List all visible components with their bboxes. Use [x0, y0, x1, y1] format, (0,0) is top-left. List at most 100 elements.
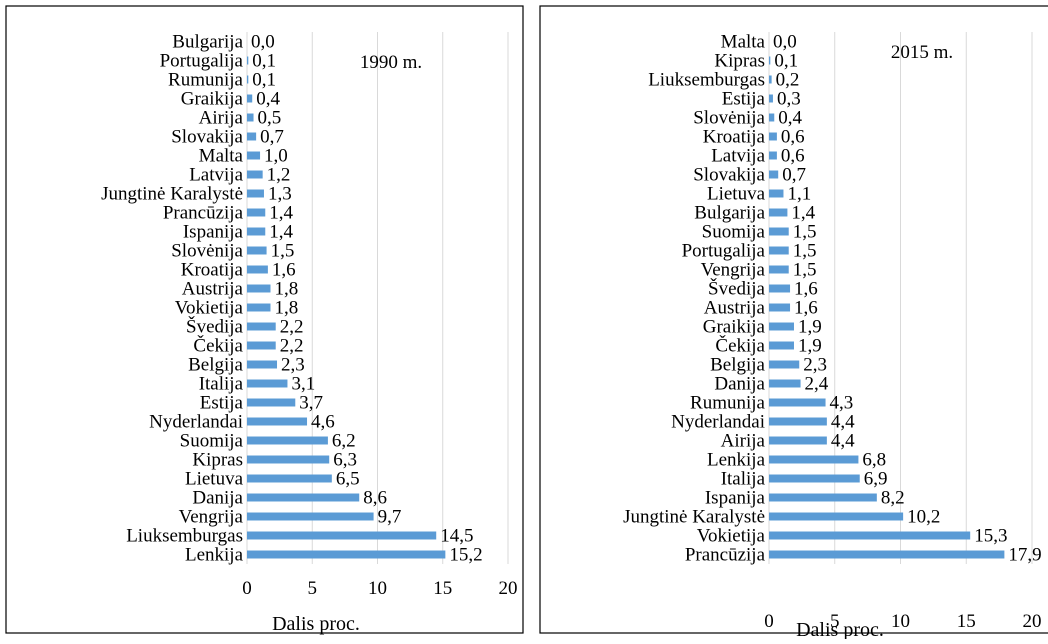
panel-2-value-label: 1,4	[791, 203, 815, 224]
panel-1-value-label: 15,2	[449, 545, 482, 566]
panel-1-value-label: 2,2	[280, 317, 304, 338]
panel-1-category-label: Kipras	[192, 450, 243, 471]
panel-1-category-label: Nyderlandai	[149, 412, 243, 433]
panel-1-bar	[247, 455, 330, 464]
panel-2-category-label: Estija	[722, 89, 766, 110]
panel-2-value-label: 17,9	[1008, 545, 1041, 566]
panel-1-category-label: Čekija	[193, 335, 243, 357]
panel-2-value-label: 8,2	[881, 488, 905, 509]
panel-2-category-label: Graikija	[703, 317, 766, 338]
panel-1-value-label: 0,1	[252, 70, 276, 91]
panel-1-value-label: 1,2	[267, 165, 291, 186]
panel-1-bar	[247, 75, 249, 84]
panel-2-value-label: 2,4	[805, 374, 829, 395]
panel-2-bar	[769, 75, 772, 84]
panel-2-bar	[769, 132, 777, 141]
panel-2-bar	[769, 227, 789, 236]
panel-2-value-label: 1,9	[798, 336, 822, 357]
panel-2-category-label: Kroatija	[703, 127, 766, 148]
panel-2-value-label: 1,6	[794, 279, 818, 300]
panel-2-bar	[769, 550, 1005, 559]
panel-1-bar	[247, 322, 276, 331]
panel-2-bar	[769, 56, 771, 65]
panel-2-bar	[769, 113, 775, 122]
panel-1-category-label: Bulgarija	[172, 32, 243, 53]
panel-2-x-tick-label: 0	[764, 611, 774, 632]
panel-2-value-label: 0,2	[776, 70, 800, 91]
panel-1-bar	[247, 246, 267, 255]
panel-2-x-tick-label: 15	[957, 611, 976, 632]
panel-2-bar	[769, 284, 791, 293]
panel-2-bar	[769, 436, 827, 445]
panel-1-bar	[247, 360, 278, 369]
panel-2-value-label: 0,1	[774, 51, 798, 72]
panel-1-value-label: 0,7	[260, 127, 284, 148]
panel-1-bar	[247, 303, 271, 312]
panel-1-bar	[247, 132, 257, 141]
panel-1-bar	[247, 512, 374, 521]
panel-1-category-label: Estija	[200, 393, 244, 414]
panel-1-value-label: 0,4	[256, 89, 280, 110]
panel-1-x-tick-label: 5	[308, 578, 318, 599]
panel-2-value-label: 0,6	[781, 127, 805, 148]
panel-2-bar	[769, 379, 801, 388]
panel-2-category-label: Portugalija	[682, 241, 766, 262]
panel-2-category-label: Latvija	[711, 146, 765, 167]
panel-1-x-tick-label: 20	[499, 578, 518, 599]
panel-2-x-axis-label: Dalis proc.	[796, 619, 884, 639]
panel-1-bar	[247, 94, 253, 103]
panel-1-value-label: 1,8	[274, 279, 298, 300]
panel-2-bar	[769, 341, 794, 350]
panel-2-category-label: Jungtinė Karalystė	[623, 507, 765, 528]
panel-2-value-label: 1,1	[787, 184, 811, 205]
panel-2-category-label: Vengrija	[701, 260, 766, 281]
panel-1-bar	[247, 113, 254, 122]
panel-2-value-label: 0,4	[778, 108, 802, 129]
panel-1-value-label: 0,0	[251, 32, 275, 53]
panel-2-value-label: 2,3	[803, 355, 827, 376]
panel-2-frame	[539, 5, 1048, 634]
panel-2-category-label: Suomija	[702, 222, 766, 243]
panel-1-category-label: Italija	[199, 374, 244, 395]
panel-1-value-label: 1,5	[271, 241, 295, 262]
panel-2-category-label: Malta	[721, 32, 766, 53]
panel-2-chart-title: 2015 m.	[891, 42, 953, 63]
panel-2-x-tick-label: 20	[1023, 611, 1042, 632]
panel-1-category-label: Prancūzija	[163, 203, 244, 224]
panel-1-category-label: Airija	[199, 108, 244, 129]
panel-1-bar	[247, 284, 271, 293]
panel-1-category-label: Latvija	[189, 165, 243, 186]
panel-1-category-label: Portugalija	[160, 51, 244, 72]
panel-1-bar	[247, 436, 328, 445]
panel-1-value-label: 1,6	[272, 260, 296, 281]
panel-1-value-label: 0,5	[258, 108, 282, 129]
panel-2-category-label: Lietuva	[707, 184, 766, 205]
panel-1-bar	[247, 208, 266, 217]
panel-1-bar	[247, 227, 266, 236]
panel-1-x-axis-label: Dalis proc.	[272, 613, 360, 635]
panel-2-category-label: Airija	[721, 431, 766, 452]
panel-1-category-label: Vokietija	[175, 298, 244, 319]
panel-2-bar	[769, 246, 789, 255]
panel-1-bar	[247, 379, 288, 388]
panel-1-bar	[247, 170, 263, 179]
panel-2-value-label: 1,5	[793, 222, 817, 243]
panel-2-bar	[769, 322, 794, 331]
panel-2-bar	[769, 512, 904, 521]
panel-2-bar	[769, 189, 784, 198]
panel-1-category-label: Malta	[199, 146, 244, 167]
panel-2-category-label: Slovėnija	[693, 108, 765, 129]
panel-2-value-label: 15,3	[974, 526, 1007, 547]
panel-1-category-label: Liuksemburgas	[126, 526, 243, 547]
panel-2-category-label: Švedija	[708, 278, 766, 300]
panel-1-category-label: Slovakija	[171, 127, 243, 148]
panel-1-value-label: 2,3	[281, 355, 305, 376]
panel-2-value-label: 10,2	[907, 507, 940, 528]
panel-1-x-tick-label: 10	[368, 578, 387, 599]
panel-1-value-label: 1,8	[274, 298, 298, 319]
panel-1-value-label: 3,1	[291, 374, 315, 395]
panel-1-bar	[247, 493, 360, 502]
panel-1-x-tick-label: 0	[242, 578, 252, 599]
panel-1-frame	[5, 5, 524, 634]
panel-1-bar	[247, 398, 296, 407]
